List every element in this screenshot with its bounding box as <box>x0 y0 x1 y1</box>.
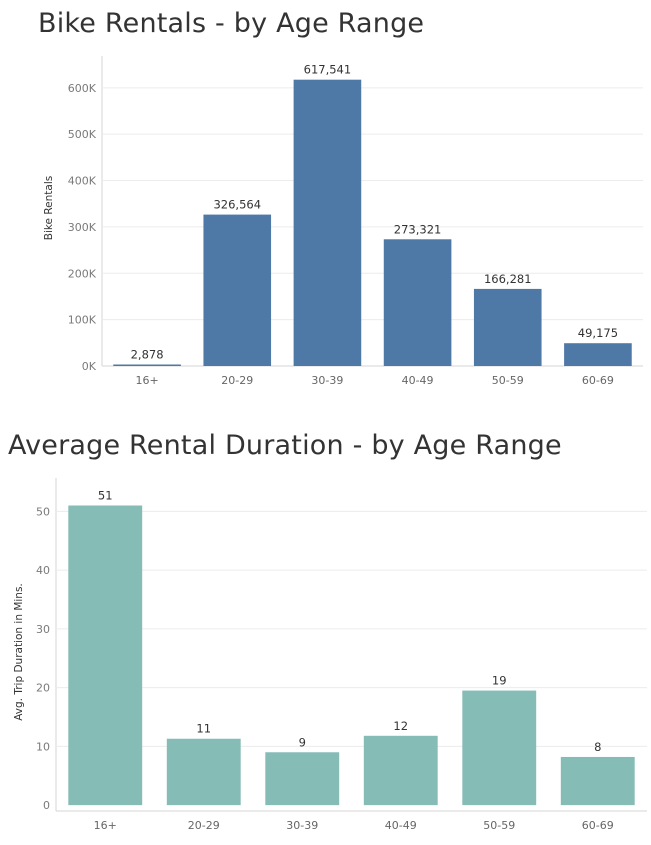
data-label: 51 <box>98 489 113 503</box>
data-label: 49,175 <box>578 326 618 340</box>
bar-16+[interactable] <box>68 505 143 806</box>
y-tick-label: 50 <box>36 505 50 518</box>
y-tick-label: 40 <box>36 564 50 577</box>
y-axis-title: Avg. Trip Duration in Mins. <box>13 583 25 721</box>
y-axis-title: Bike Rentals <box>43 176 55 241</box>
y-tick-label: 20 <box>36 682 50 695</box>
x-tick-label: 20-29 <box>221 374 253 387</box>
y-tick-label: 0 <box>43 799 50 812</box>
data-label: 9 <box>299 735 306 749</box>
avg-duration-panel: Average Rental Duration - by Age Range 0… <box>0 420 651 845</box>
x-tick-label: 50-59 <box>483 819 515 832</box>
data-label: 11 <box>196 722 211 736</box>
bar-20-29[interactable] <box>203 214 272 366</box>
y-tick-label: 0K <box>82 360 97 373</box>
data-label: 19 <box>492 674 507 688</box>
x-tick-label: 30-39 <box>311 374 343 387</box>
data-label: 8 <box>594 740 601 754</box>
bar-20-29[interactable] <box>166 738 241 806</box>
data-label: 12 <box>393 719 408 733</box>
bar-50-59[interactable] <box>473 288 542 366</box>
bar-40-49[interactable] <box>383 239 452 366</box>
bar-16+[interactable] <box>113 364 181 367</box>
bike-rentals-panel: Bike Rentals - by Age Range 0K 100K 200K 30… <box>0 0 651 420</box>
avg-duration-chart: 0 10 20 30 40 50 Avg. Trip Duration in Mins. 51… <box>13 478 647 832</box>
y-tick-label: 300K <box>68 221 97 234</box>
bar-40-49[interactable] <box>363 735 438 806</box>
data-label: 2,878 <box>131 348 164 362</box>
x-tick-label: 16+ <box>135 374 158 387</box>
bike-rentals-chart: 0K 100K 200K 300K 400K 500K 600K Bike Rentals 2,… <box>43 56 643 387</box>
x-tick-label: 30-39 <box>286 819 318 832</box>
bar-50-59[interactable] <box>462 690 537 806</box>
data-label: 326,564 <box>213 198 261 212</box>
bar-60-69[interactable] <box>560 756 635 806</box>
x-tick-label: 60-69 <box>582 819 614 832</box>
y-tick-label: 200K <box>68 267 97 280</box>
chart-title: Bike Rentals - by Age Range <box>38 8 425 39</box>
data-label: 617,541 <box>304 63 352 77</box>
y-tick-label: 30 <box>36 623 50 636</box>
x-tick-label: 40-49 <box>402 374 434 387</box>
x-tick-label: 40-49 <box>385 819 417 832</box>
y-tick-label: 100K <box>68 314 97 327</box>
bar-30-39[interactable] <box>293 79 362 366</box>
y-tick-label: 500K <box>68 128 97 141</box>
x-tick-label: 60-69 <box>582 374 614 387</box>
y-tick-label: 10 <box>36 740 50 753</box>
y-tick-label: 400K <box>68 175 97 188</box>
x-tick-label: 20-29 <box>188 819 220 832</box>
data-label: 166,281 <box>484 272 532 286</box>
x-tick-label: 50-59 <box>492 374 524 387</box>
bar-60-69[interactable] <box>564 343 632 366</box>
x-tick-label: 16+ <box>94 819 117 832</box>
y-tick-label: 600K <box>68 82 97 95</box>
chart-title: Average Rental Duration - by Age Range <box>8 430 562 461</box>
data-label: 273,321 <box>394 222 442 236</box>
bar-30-39[interactable] <box>265 752 340 806</box>
